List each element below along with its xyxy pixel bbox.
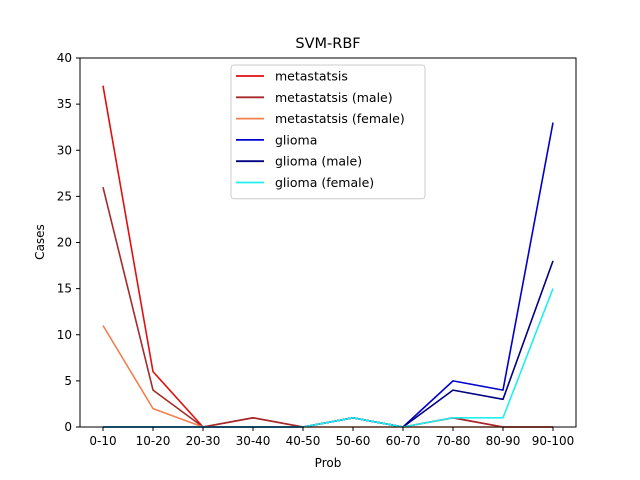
x-tick-label: 80-90 [486,434,521,448]
legend-label-glioma: glioma [275,132,317,147]
x-axis-label: Prob [315,456,342,470]
x-tick-label: 30-40 [236,434,271,448]
x-axis: 0-10 10-20 20-30 30-40 40-50 50-60 60-70 70-80 8… [89,427,574,448]
x-tick-label: 10-20 [136,434,171,448]
y-tick-label: 10 [57,328,72,342]
x-tick-label: 60-70 [386,434,421,448]
y-tick-label: 25 [57,189,72,203]
y-axis: 0 5 10 15 20 25 30 35 40 [57,51,80,434]
legend: metastatsis metastatsis (male) metastatsis… [230,64,426,200]
x-tick-label: 0-10 [89,434,116,448]
y-tick-label: 35 [57,97,72,111]
y-tick-label: 5 [64,374,72,388]
legend-box [230,64,426,200]
y-tick-label: 20 [57,236,72,250]
legend-label-glioma-female: glioma (female) [275,175,374,190]
x-tick-label: 20-30 [186,434,221,448]
chart-title: SVM-RBF [295,36,360,52]
x-tick-label: 50-60 [336,434,371,448]
legend-label-glioma-male: glioma (male) [275,154,362,169]
x-tick-label: 90-100 [532,434,575,448]
x-tick-label: 70-80 [436,434,471,448]
y-tick-label: 0 [64,420,72,434]
legend-label-metastatsis-male: metastatsis (male) [275,90,393,105]
y-axis-label: Cases [33,224,47,260]
y-tick-label: 15 [57,282,72,296]
y-tick-label: 40 [57,51,72,65]
legend-label-metastatsis-female: metastatsis (female) [275,111,405,126]
legend-label-metastatsis: metastatsis [275,69,348,84]
y-tick-label: 30 [57,143,72,157]
x-tick-label: 40-50 [286,434,321,448]
